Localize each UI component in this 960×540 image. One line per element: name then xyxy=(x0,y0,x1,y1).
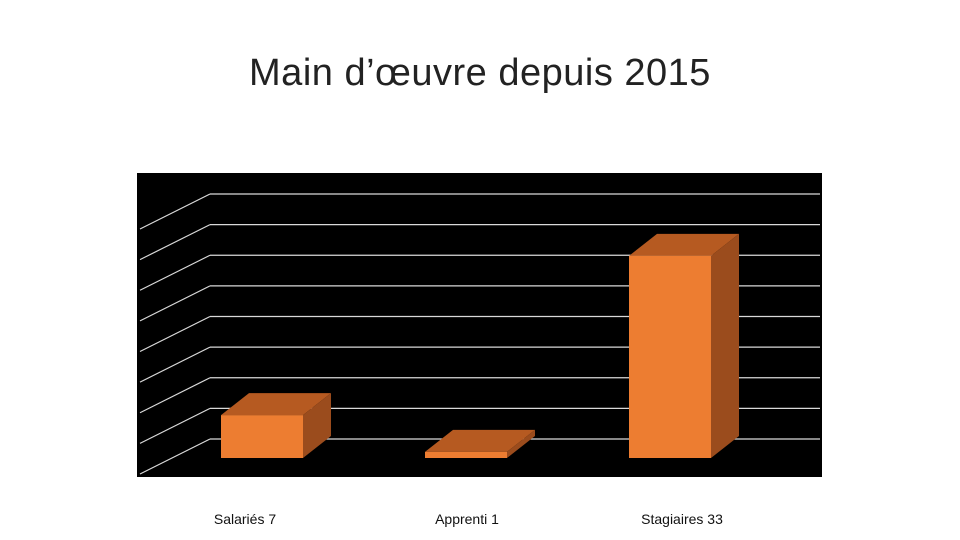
bar-side-face-0 xyxy=(303,393,331,458)
bar-top-face-0 xyxy=(221,393,331,416)
gridline-diagonal-4 xyxy=(139,315,211,353)
bar-side-face-2 xyxy=(711,233,739,458)
bar-front-face-0 xyxy=(221,415,303,458)
gridline-diagonal-8 xyxy=(139,193,211,230)
gridline-diagonal-7 xyxy=(139,224,211,261)
bar-side-face-1 xyxy=(507,429,535,458)
bar-top-face-2 xyxy=(629,233,739,256)
bar-front-face-1 xyxy=(425,451,507,458)
category-labels: Salariés 7 Apprenti 1 Stagiaires 33 xyxy=(214,511,723,527)
gridline-diagonal-2 xyxy=(139,377,211,414)
gridline-diagonal-3 xyxy=(139,346,211,383)
category-label-apprenti: Apprenti 1 xyxy=(435,511,499,527)
category-label-stagiaires: Stagiaires 33 xyxy=(641,511,723,527)
chart-title: Main d’œuvre depuis 2015 xyxy=(249,52,711,94)
gridline-diagonal-5 xyxy=(139,285,211,322)
category-label-salaries: Salariés 7 xyxy=(214,511,276,527)
bar-salariés xyxy=(221,393,331,458)
bar-stagiaires xyxy=(629,233,739,458)
bar-apprenti xyxy=(425,429,535,458)
gridline-diagonal-6 xyxy=(139,254,211,291)
gridline-diagonal-0 xyxy=(139,438,211,475)
gridline-diagonal-1 xyxy=(139,407,211,444)
bars xyxy=(221,233,739,458)
bar-front-face-2 xyxy=(629,255,711,458)
bar-top-face-1 xyxy=(425,429,535,452)
